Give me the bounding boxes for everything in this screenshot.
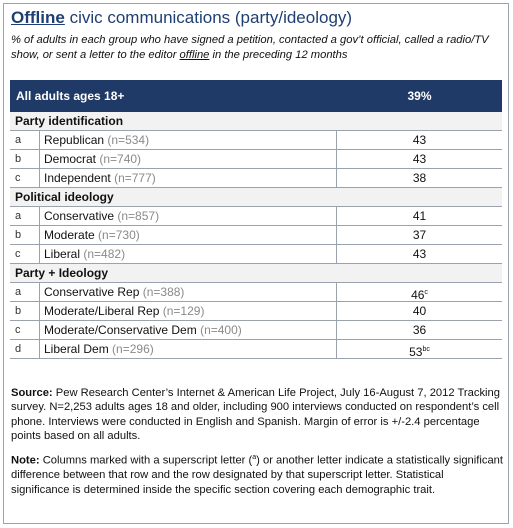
row-sample-size: (n=482) — [83, 247, 126, 261]
section-title: Political ideology — [10, 188, 502, 207]
row-label: Moderate — [44, 228, 95, 242]
subtitle-before: % of adults in each group who have signe… — [11, 34, 489, 61]
row-value: 37 — [412, 228, 427, 242]
row-label-cell: Independent (n=777) — [40, 169, 337, 187]
row-label-cell: Conservative (n=857) — [40, 207, 337, 225]
row-value-cell: 53bc — [337, 340, 502, 359]
row-significance: bc — [422, 346, 430, 353]
row-value-cell: 43 — [337, 150, 502, 168]
row-sample-size: (n=534) — [107, 133, 150, 147]
header-label: All adults ages 18+ — [16, 89, 125, 103]
note-before: Columns marked with a superscript letter… — [39, 454, 253, 467]
section-title: Party identification — [10, 112, 502, 131]
row-label: Democrat — [44, 152, 97, 166]
table-row: b Moderate (n=730) 37 — [10, 226, 502, 245]
row-value: 43 — [412, 247, 427, 261]
row-value: 40 — [412, 304, 427, 318]
data-table: All adults ages 18+ 39% Party identifica… — [10, 80, 502, 359]
row-value-cell: 43 — [337, 245, 502, 263]
table-row: c Moderate/Conservative Dem (n=400) 36 — [10, 321, 502, 340]
table-row: b Moderate/Liberal Rep (n=129) 40 — [10, 302, 502, 321]
row-value: 43 — [412, 133, 427, 147]
row-value-cell: 41 — [337, 207, 502, 225]
row-value-cell: 36 — [337, 321, 502, 339]
header-value: 39% — [407, 89, 432, 103]
row-letter: c — [10, 169, 40, 187]
row-value-cell: 38 — [337, 169, 502, 187]
row-letter: d — [10, 340, 40, 358]
row-label-cell: Moderate/Conservative Dem (n=400) — [40, 321, 337, 339]
row-significance: c — [424, 289, 428, 296]
figure-frame — [3, 3, 509, 524]
row-letter: c — [10, 245, 40, 263]
row-label: Republican — [44, 133, 105, 147]
row-value: 53 — [409, 345, 423, 359]
table-row: a Conservative (n=857) 41 — [10, 207, 502, 226]
row-label: Conservative — [44, 209, 115, 223]
row-letter: a — [10, 207, 40, 225]
footnote: Note: Columns marked with a superscript … — [11, 451, 503, 497]
table-row: b Democrat (n=740) 43 — [10, 150, 502, 169]
table-row: d Liberal Dem (n=296) 53bc — [10, 340, 502, 359]
row-value: 46 — [411, 288, 425, 302]
row-label-cell: Democrat (n=740) — [40, 150, 337, 168]
note-label: Note: — [11, 454, 40, 467]
row-value: 38 — [412, 171, 427, 185]
row-sample-size: (n=730) — [98, 228, 140, 242]
row-letter: a — [10, 131, 40, 149]
row-label: Liberal Dem — [44, 342, 109, 356]
source-note: Source: Pew Research Center’s Internet &… — [11, 386, 503, 444]
row-value: 41 — [412, 209, 427, 223]
row-value: 43 — [412, 152, 427, 166]
row-value-cell: 46c — [337, 283, 502, 302]
title-offline: Offline — [11, 8, 65, 27]
subtitle-after: in the preceding 12 months — [209, 48, 348, 61]
table-row: c Independent (n=777) 38 — [10, 169, 502, 188]
source-label: Source: — [11, 387, 53, 399]
row-sample-size: (n=296) — [112, 342, 154, 356]
row-label: Liberal — [44, 247, 81, 261]
figure-subtitle: % of adults in each group who have signe… — [11, 33, 503, 62]
row-value: 36 — [412, 323, 427, 337]
row-letter: b — [10, 226, 40, 244]
row-value-cell: 40 — [337, 302, 502, 320]
section-title: Party + Ideology — [10, 264, 502, 283]
source-text: Pew Research Center’s Internet & America… — [11, 387, 500, 443]
note-after: ) or another letter indicate a statistic… — [11, 454, 504, 496]
row-sample-size: (n=388) — [142, 285, 185, 299]
row-label-cell: Liberal (n=482) — [40, 245, 337, 263]
row-letter: a — [10, 283, 40, 301]
table-header: All adults ages 18+ 39% — [10, 80, 502, 112]
row-letter: b — [10, 302, 40, 320]
table-row: c Liberal (n=482) 43 — [10, 245, 502, 264]
row-value-cell: 43 — [337, 131, 502, 149]
table-row: a Republican (n=534) 43 — [10, 131, 502, 150]
row-sample-size: (n=400) — [200, 323, 242, 337]
note-sup: a — [252, 454, 257, 461]
figure-title: Offline civic communications (party/ideo… — [11, 8, 352, 28]
title-rest: civic communications (party/ideology) — [64, 8, 353, 27]
row-label: Conservative Rep — [44, 285, 140, 299]
row-letter: b — [10, 150, 40, 168]
row-sample-size: (n=740) — [99, 152, 142, 166]
row-sample-size: (n=857) — [117, 209, 160, 223]
row-letter: c — [10, 321, 40, 339]
row-value-cell: 37 — [337, 226, 502, 244]
subtitle-emph: offline — [179, 48, 210, 61]
row-label-cell: Republican (n=534) — [40, 131, 337, 149]
row-label-cell: Liberal Dem (n=296) — [40, 340, 337, 358]
row-label-cell: Moderate (n=730) — [40, 226, 337, 244]
row-sample-size: (n=129) — [162, 304, 205, 318]
row-label-cell: Conservative Rep (n=388) — [40, 283, 337, 301]
table-row: a Conservative Rep (n=388) 46c — [10, 283, 502, 302]
row-label: Moderate/Conservative Dem — [44, 323, 197, 337]
row-sample-size: (n=777) — [114, 171, 156, 185]
row-label: Independent — [44, 171, 111, 185]
row-label: Moderate/Liberal Rep — [44, 304, 160, 318]
row-label-cell: Moderate/Liberal Rep (n=129) — [40, 302, 337, 320]
